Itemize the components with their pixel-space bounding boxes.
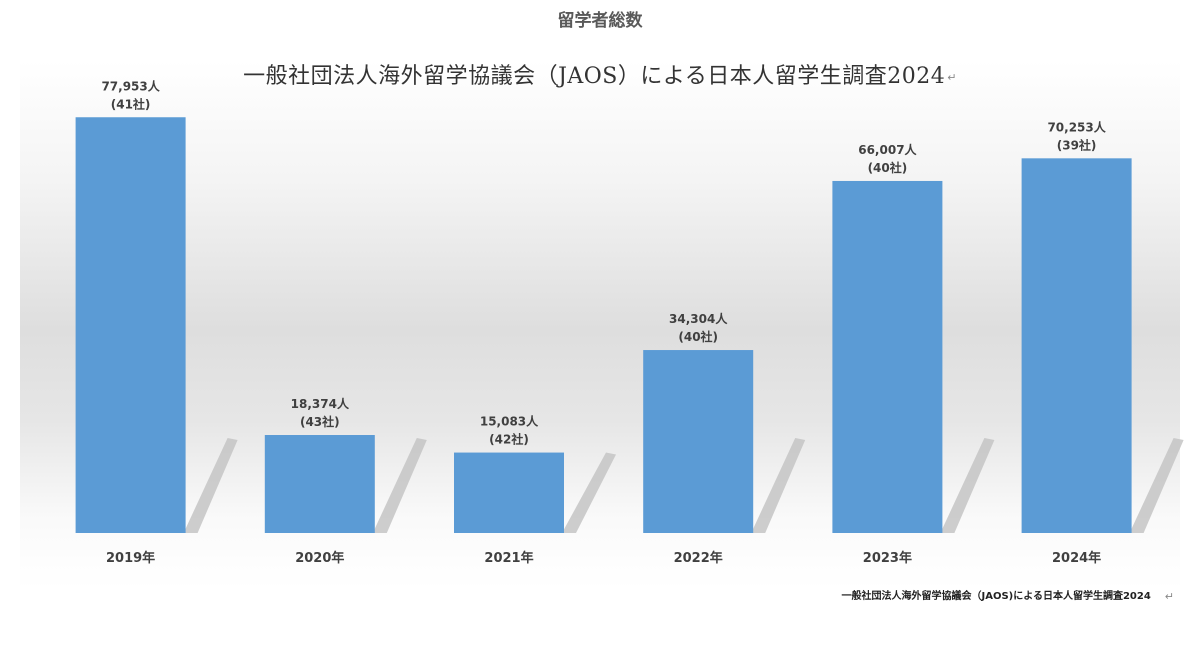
paragraph-return-icon: ↵ xyxy=(947,70,957,84)
bar-shadow xyxy=(1129,438,1184,533)
chart-subtitle: 一般社団法人海外留学協議会（JAOS）による日本人留学生調査2024 ↵ xyxy=(0,58,1200,90)
source-note-text: 一般社団法人海外留学協議会（JAOS)による日本人留学生調査2024 xyxy=(841,591,1151,602)
bar xyxy=(75,117,186,533)
chart-subtitle-text: 一般社団法人海外留学協議会（JAOS）による日本人留学生調査2024 xyxy=(243,64,946,89)
data-label-value: 70,253人 xyxy=(1047,119,1106,134)
data-label-value: 77,953人 xyxy=(101,78,160,93)
bar-shadow xyxy=(183,438,238,533)
bar xyxy=(454,452,564,533)
x-tick-label: 2019年 xyxy=(106,550,155,566)
data-label-value: 18,374人 xyxy=(291,396,350,411)
bar xyxy=(643,350,754,533)
data-label-companies: (42社) xyxy=(489,432,529,447)
bar xyxy=(832,180,943,534)
paragraph-return-icon: ↵ xyxy=(1164,589,1174,603)
data-label-companies: (40社) xyxy=(678,329,718,344)
bar xyxy=(264,435,375,533)
bar-shadow xyxy=(751,438,806,533)
data-label-companies: (43社) xyxy=(300,414,340,429)
x-tick-label: 2022年 xyxy=(674,550,723,566)
data-label-value: 66,007人 xyxy=(858,142,917,157)
bar-chart: 77,953人 (41社) 2019年 18,374人 (43社) 2020年 15,083… xyxy=(75,78,1184,566)
chart-title: 留学者総数 xyxy=(557,11,643,31)
bar-shadow xyxy=(940,438,995,533)
source-note: 一般社団法人海外留学協議会（JAOS)による日本人留学生調査2024 ↵ xyxy=(842,587,1174,603)
data-label-companies: (39社) xyxy=(1057,137,1097,152)
data-label-companies: (40社) xyxy=(868,160,908,175)
data-label-value: 34,304人 xyxy=(669,311,728,326)
data-label-companies: (41社) xyxy=(111,96,151,111)
x-tick-label: 2023年 xyxy=(863,550,912,566)
x-tick-label: 2024年 xyxy=(1052,550,1101,566)
bar-shadow xyxy=(562,452,616,533)
data-label-value: 15,083人 xyxy=(480,414,539,429)
bar-shadow xyxy=(372,438,427,533)
x-tick-label: 2020年 xyxy=(295,550,344,566)
bar xyxy=(1021,158,1132,534)
x-tick-label: 2021年 xyxy=(484,550,533,566)
